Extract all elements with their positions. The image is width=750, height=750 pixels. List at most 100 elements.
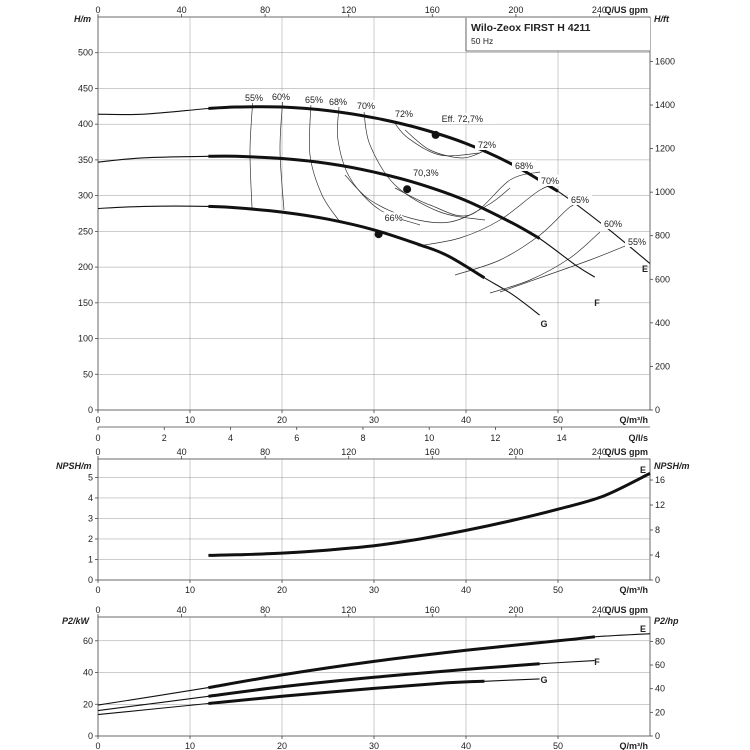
bep-point bbox=[403, 185, 412, 194]
efficiency-label-bg bbox=[512, 160, 536, 171]
lps-tick-label: 14 bbox=[557, 433, 567, 443]
power-curve-label: E bbox=[640, 624, 646, 634]
head-curve-G bbox=[208, 204, 486, 280]
npsh-top-tick-label: 160 bbox=[425, 447, 440, 457]
power-top-unit: Q/US gpm bbox=[604, 605, 648, 615]
efficiency-label-bg bbox=[302, 94, 326, 105]
power-xtick-label: 10 bbox=[185, 741, 195, 750]
power-top-tick-label: 160 bbox=[425, 605, 440, 615]
npsh-top-tick-label: 240 bbox=[592, 447, 607, 457]
efficiency-label-bg bbox=[538, 175, 562, 186]
efficiency-label: 60% bbox=[604, 219, 622, 229]
npsh-ytick-right-label: 12 bbox=[655, 500, 665, 510]
power-curve-label: G bbox=[540, 675, 547, 685]
power-curve-F-thin bbox=[97, 660, 595, 712]
head-top-tick-label: 160 bbox=[425, 5, 440, 15]
lps-tick-label: 0 bbox=[95, 433, 100, 443]
bep-label: 66% bbox=[385, 213, 403, 223]
head-ytick-label: 250 bbox=[78, 226, 93, 236]
head-ytick-right-label: 600 bbox=[655, 274, 670, 284]
npsh-ytick-label: 1 bbox=[88, 554, 93, 564]
head-curve-E bbox=[208, 105, 559, 193]
head-ytick-label: 50 bbox=[83, 369, 93, 379]
efficiency-label: 65% bbox=[571, 195, 589, 205]
head-ytick-label: 300 bbox=[78, 191, 93, 201]
efficiency-contour-line bbox=[344, 174, 511, 224]
npsh-curve-E bbox=[208, 472, 651, 557]
bep-label-bg bbox=[439, 112, 496, 124]
head-ytick-label: 500 bbox=[78, 48, 93, 58]
head-ylabel-right: H/ft bbox=[654, 14, 670, 24]
head-ytick-right-label: 800 bbox=[655, 231, 670, 241]
head-xtick-label: 20 bbox=[277, 415, 287, 425]
text-layer: 0501001502002503003504004505000200400600… bbox=[56, 5, 690, 750]
lps-tick-label: 4 bbox=[228, 433, 233, 443]
efficiency-label-bg bbox=[475, 139, 499, 150]
head-ytick-right-label: 400 bbox=[655, 318, 670, 328]
head-top-tick-label: 200 bbox=[508, 5, 523, 15]
npsh-ytick-label: 3 bbox=[88, 513, 93, 523]
power-x-unit: Q/m³/h bbox=[620, 741, 649, 750]
head-top-tick-label: 120 bbox=[341, 5, 356, 15]
head-curve-G-thin bbox=[97, 205, 540, 316]
power-ylabel-right: P2/hp bbox=[654, 616, 679, 626]
npsh-x-unit: Q/m³/h bbox=[620, 585, 649, 595]
efficiency-contour-line bbox=[404, 129, 483, 159]
head-ytick-label: 0 bbox=[88, 405, 93, 415]
power-ytick-right-label: 20 bbox=[655, 707, 665, 717]
power-xtick-label: 30 bbox=[369, 741, 379, 750]
head-top-tick-label: 80 bbox=[260, 5, 270, 15]
npsh-top-tick-label: 120 bbox=[341, 447, 356, 457]
chart-title: Wilo-Zeox FIRST H 4211 bbox=[471, 22, 591, 34]
lps-tick-label: 10 bbox=[424, 433, 434, 443]
power-top-tick-label: 40 bbox=[177, 605, 187, 615]
efficiency-label: 55% bbox=[628, 237, 646, 247]
npsh-xtick-label: 50 bbox=[553, 585, 563, 595]
power-ytick-right-label: 0 bbox=[655, 731, 660, 741]
head-curve-F-thin bbox=[97, 155, 596, 278]
bep-label-bg bbox=[411, 167, 442, 179]
efficiency-label: 72% bbox=[478, 140, 496, 150]
power-top-tick-label: 0 bbox=[95, 605, 100, 615]
power-ytick-right-label: 80 bbox=[655, 636, 665, 646]
head-top-unit: Q/US gpm bbox=[604, 5, 648, 15]
head-xtick-label: 30 bbox=[369, 415, 379, 425]
npsh-ytick-right-label: 4 bbox=[655, 550, 660, 560]
head-ytick-right-label: 1000 bbox=[655, 187, 675, 197]
power-curve-E bbox=[208, 635, 595, 690]
head-xtick-label: 50 bbox=[553, 415, 563, 425]
head-top-tick-label: 40 bbox=[177, 5, 187, 15]
efficiency-contour-line bbox=[417, 182, 563, 247]
efficiency-label-bg bbox=[269, 91, 293, 102]
head-xtick-label: 10 bbox=[185, 415, 195, 425]
lps-tick-label: 12 bbox=[490, 433, 500, 443]
npsh-ytick-label: 4 bbox=[88, 493, 93, 503]
efficiency-contour-line bbox=[249, 97, 254, 209]
npsh-xtick-label: 0 bbox=[95, 585, 100, 595]
efficiency-label: 72% bbox=[395, 109, 413, 119]
efficiency-label-bg bbox=[568, 194, 592, 205]
npsh-top-tick-label: 0 bbox=[95, 447, 100, 457]
head-ytick-label: 350 bbox=[78, 155, 93, 165]
efficiency-label-bg bbox=[354, 100, 378, 111]
power-xtick-label: 50 bbox=[553, 741, 563, 750]
chart-subtitle: 50 Hz bbox=[471, 36, 493, 46]
grid-layer bbox=[95, 14, 653, 739]
efficiency-label-bg bbox=[601, 218, 625, 229]
head-curve-label: E bbox=[642, 264, 648, 274]
title-box bbox=[466, 18, 650, 51]
power-top-tick-label: 120 bbox=[341, 605, 356, 615]
lps-tick-label: 8 bbox=[360, 433, 365, 443]
head-curve-label: G bbox=[540, 319, 547, 329]
power-ytick-right-label: 40 bbox=[655, 684, 665, 694]
power-top-tick-label: 200 bbox=[508, 605, 523, 615]
head-ytick-label: 400 bbox=[78, 119, 93, 129]
bep-label: Eff. 72,7% bbox=[442, 114, 483, 124]
head-ytick-right-label: 1600 bbox=[655, 56, 675, 66]
power-top-tick-label: 240 bbox=[592, 605, 607, 615]
efficiency-contour-line bbox=[499, 243, 631, 293]
efficiency-label: 65% bbox=[305, 95, 323, 105]
lps-tick-label: 6 bbox=[294, 433, 299, 443]
power-xtick-label: 0 bbox=[95, 741, 100, 750]
